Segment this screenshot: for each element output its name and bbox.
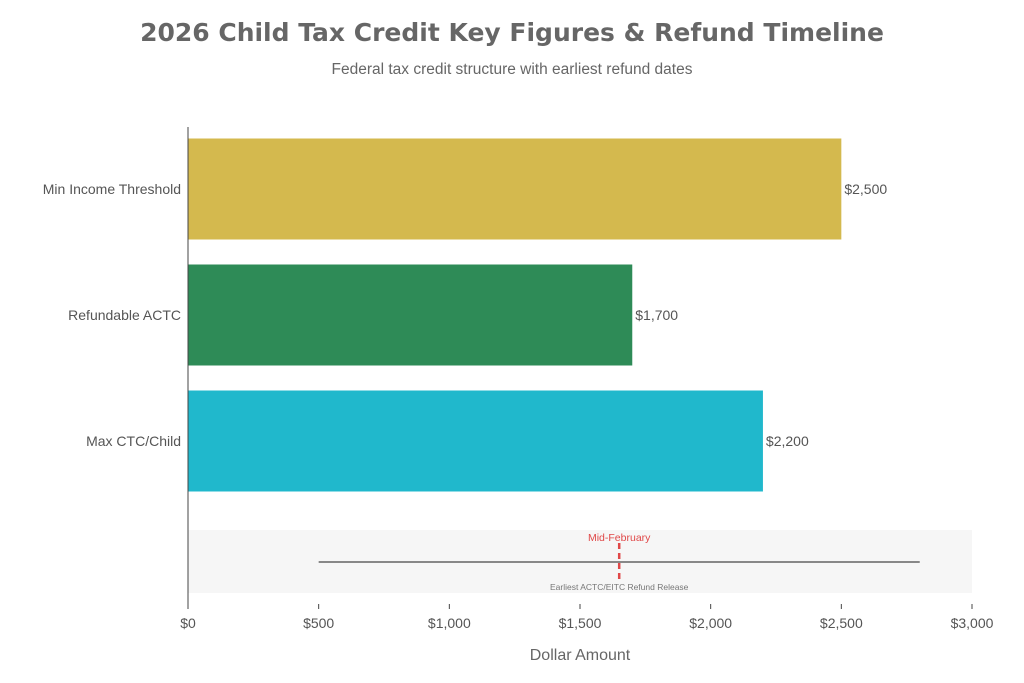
chart-subtitle: Federal tax credit structure with earlie… [331,61,693,78]
timeline-marker-label: Mid-February [588,532,651,544]
category-label: Min Income Threshold [43,181,181,197]
value-label: $2,200 [766,433,809,449]
x-tick-label: $1,000 [428,615,471,631]
bar-min-income-threshold [188,138,842,240]
bar-max-ctc-child [188,390,763,492]
x-tick-label: $0 [180,615,196,631]
category-label: Refundable ACTC [68,307,181,323]
x-axis-title: Dollar Amount [530,647,631,664]
x-tick-label: $1,500 [559,615,602,631]
category-label: Max CTC/Child [86,433,181,449]
value-label: $2,500 [844,181,887,197]
x-tick-label: $500 [303,615,334,631]
bar-refundable-actc [188,264,633,366]
x-tick-label: $3,000 [951,615,994,631]
value-label: $1,700 [635,307,678,323]
timeline-caption: Earliest ACTC/EITC Refund Release [550,582,689,592]
chart-title: 2026 Child Tax Credit Key Figures & Refu… [140,18,884,47]
x-tick-label: $2,000 [689,615,732,631]
x-tick-label: $2,500 [820,615,863,631]
